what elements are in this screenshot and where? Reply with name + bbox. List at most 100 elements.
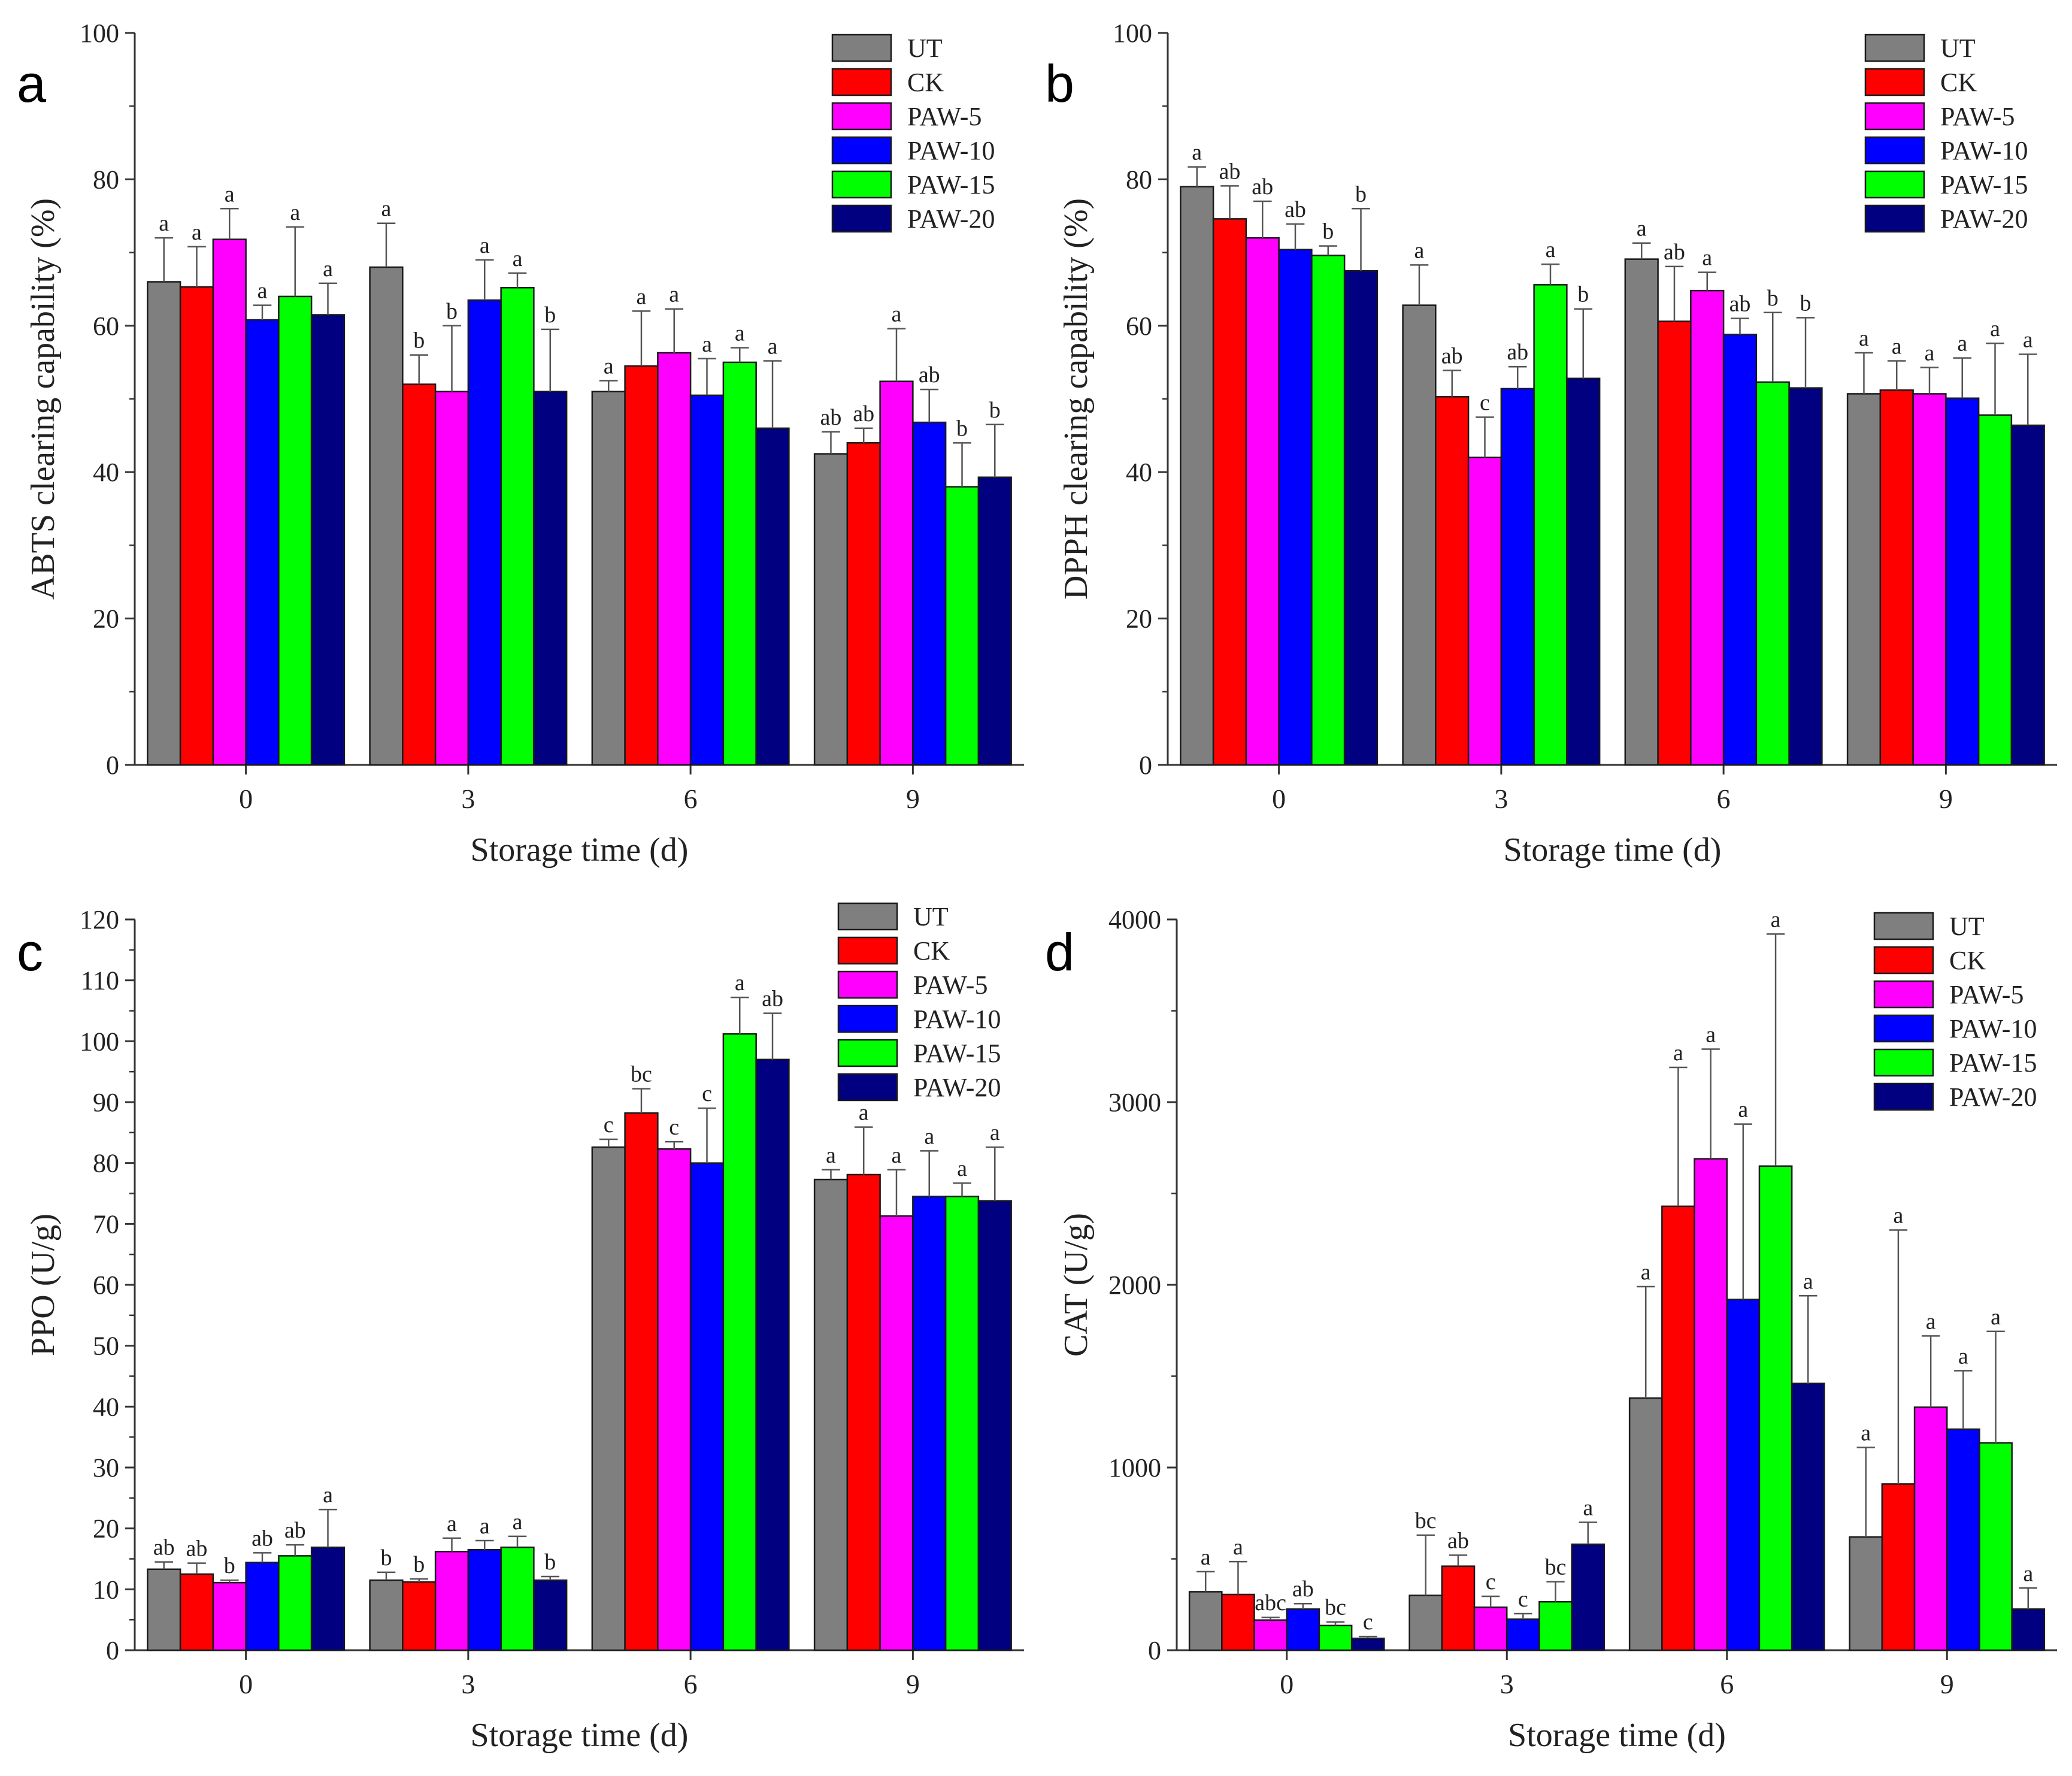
significance-letter: b bbox=[1322, 219, 1334, 244]
bar bbox=[1435, 396, 1470, 766]
significance-letter: ab bbox=[1292, 1577, 1314, 1602]
legend-label: PAW-5 bbox=[1940, 102, 2015, 131]
y-tick-label: 30 bbox=[93, 1453, 119, 1482]
bar bbox=[500, 287, 535, 766]
bar bbox=[879, 1215, 914, 1651]
bar bbox=[846, 442, 881, 766]
bar bbox=[846, 1173, 881, 1651]
bar bbox=[1286, 1608, 1320, 1651]
significance-letter: ab bbox=[919, 362, 940, 388]
legend-swatch bbox=[837, 970, 898, 999]
significance-letter: c bbox=[1363, 1609, 1373, 1635]
legend-label: PAW-15 bbox=[913, 1039, 1001, 1068]
significance-letter: b bbox=[1577, 282, 1589, 307]
legend-label: PAW-15 bbox=[1940, 170, 2028, 199]
significance-letter: a bbox=[225, 181, 235, 207]
y-tick-label: 100 bbox=[1113, 19, 1152, 48]
bar bbox=[245, 319, 280, 766]
significance-letter: a bbox=[480, 1514, 490, 1539]
bar bbox=[755, 427, 790, 766]
significance-letter: a bbox=[513, 246, 523, 271]
legend-label: PAW-10 bbox=[907, 136, 995, 165]
legend-swatch bbox=[831, 34, 892, 62]
significance-letter: b bbox=[446, 299, 458, 324]
legend-label: UT bbox=[907, 34, 943, 63]
y-tick-label: 2000 bbox=[1108, 1270, 1161, 1300]
x-tick-label: 3 bbox=[461, 1669, 475, 1699]
bar bbox=[1245, 237, 1280, 766]
bar bbox=[1758, 1165, 1793, 1651]
bar bbox=[1624, 258, 1659, 766]
x-tick-label: 6 bbox=[684, 783, 698, 814]
bar bbox=[500, 1546, 535, 1651]
bar bbox=[533, 391, 568, 766]
significance-letter: a bbox=[480, 233, 490, 258]
bar bbox=[369, 266, 404, 766]
significance-letter: ab bbox=[186, 1536, 208, 1562]
y-axis-title: DPPH clearing capability (%) bbox=[1058, 198, 1095, 600]
y-tick-label: 3000 bbox=[1108, 1088, 1161, 1117]
x-tick-label: 0 bbox=[239, 1669, 253, 1699]
bar bbox=[591, 1146, 626, 1651]
significance-letter: a bbox=[1738, 1097, 1748, 1123]
x-tick-label: 6 bbox=[1720, 1669, 1734, 1699]
significance-letter: a bbox=[1859, 326, 1869, 351]
legend-label: PAW-5 bbox=[913, 970, 987, 1000]
bar bbox=[278, 295, 313, 766]
significance-letter: a bbox=[735, 320, 745, 346]
significance-letter: a bbox=[2023, 327, 2033, 352]
bar bbox=[245, 1562, 280, 1651]
significance-letter: ab bbox=[820, 405, 842, 430]
legend-swatch bbox=[1873, 980, 1934, 1009]
y-tick-label: 1000 bbox=[1108, 1453, 1161, 1482]
bar bbox=[1913, 1406, 1948, 1651]
bar bbox=[722, 1033, 757, 1651]
bar bbox=[533, 1579, 568, 1651]
panel-label: a bbox=[17, 54, 46, 113]
y-tick-label: 20 bbox=[93, 604, 119, 634]
bar bbox=[879, 380, 914, 766]
bar bbox=[1661, 1205, 1695, 1651]
legend-swatch bbox=[831, 136, 892, 165]
bar bbox=[1278, 249, 1313, 766]
significance-letter: a bbox=[768, 334, 778, 359]
significance-letter: ab bbox=[1219, 159, 1241, 184]
significance-letter: a bbox=[159, 211, 169, 236]
significance-letter: bc bbox=[1415, 1508, 1437, 1533]
bar bbox=[1628, 1397, 1663, 1651]
significance-letter: a bbox=[1926, 1309, 1936, 1334]
bar bbox=[1726, 1299, 1761, 1651]
bar bbox=[310, 1546, 346, 1651]
significance-letter: b bbox=[989, 398, 1001, 423]
significance-letter: a bbox=[1201, 1545, 1211, 1570]
x-tick-label: 0 bbox=[239, 783, 253, 814]
y-tick-label: 40 bbox=[1126, 458, 1152, 487]
significance-letter: a bbox=[1957, 331, 1967, 356]
bar bbox=[1311, 255, 1346, 766]
significance-letter: a bbox=[1414, 238, 1425, 263]
significance-letter: c bbox=[702, 1081, 712, 1106]
bar bbox=[1538, 1600, 1573, 1651]
y-tick-label: 60 bbox=[1126, 311, 1152, 341]
bar bbox=[689, 394, 725, 766]
significance-letter: a bbox=[1641, 1260, 1651, 1285]
bar bbox=[1221, 1593, 1255, 1651]
significance-letter: a bbox=[892, 1143, 902, 1168]
significance-letter: ab bbox=[153, 1535, 175, 1560]
bar bbox=[689, 1162, 725, 1651]
bar bbox=[1791, 1382, 1825, 1651]
significance-letter: a bbox=[1892, 334, 1902, 359]
legend-swatch bbox=[831, 204, 892, 233]
y-tick-label: 90 bbox=[93, 1088, 119, 1117]
bar bbox=[1946, 1428, 1980, 1651]
legend-swatch bbox=[1864, 34, 1925, 62]
legend-label: PAW-10 bbox=[1949, 1014, 2037, 1043]
x-tick-label: 9 bbox=[906, 1669, 920, 1699]
significance-letter: a bbox=[1803, 1269, 1813, 1294]
legend-swatch bbox=[1864, 68, 1925, 96]
bar bbox=[1473, 1606, 1508, 1651]
significance-letter: b bbox=[413, 1552, 425, 1577]
bar bbox=[1441, 1565, 1476, 1651]
significance-letter: a bbox=[1673, 1040, 1683, 1066]
